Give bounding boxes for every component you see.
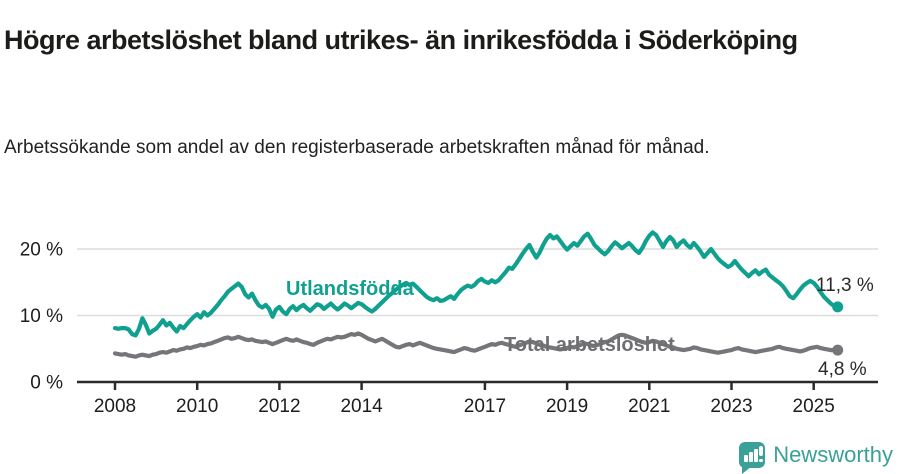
end-value-label-utlandsfodda: 11,3 % [816,275,874,296]
brand-name: Newsworthy [773,442,893,467]
bar-chart-exclamation-icon [739,442,766,474]
x-axis-tick-label: 2014 [340,396,383,417]
x-axis-tick-label: 2017 [464,396,506,417]
y-axis-tick-label: 0 % [30,373,63,394]
newsworthy-logo: Newsworthy [739,442,893,474]
x-axis-tick-label: 2023 [710,396,752,417]
x-axis-tick-label: 2010 [176,396,218,417]
series-label-total-arbetsloshet: Total arbetslöshet [504,334,675,356]
x-axis-tick-label: 2008 [94,396,136,417]
x-axis-tick-label: 2012 [258,396,300,417]
page-subtitle: Arbetssökande som andel av den registerb… [4,137,710,158]
y-axis-tick-label: 20 % [20,240,63,261]
page-title: Högre arbetslöshet bland utrikes- än inr… [4,25,798,56]
series-line-0 [112,230,840,338]
series-end-dot-1 [832,344,844,356]
end-value-label-total-arbetsloshet: 4,8 % [818,359,867,380]
series-label-utlandsfodda: Utlandsfödda [286,278,414,300]
y-axis-tick-label: 10 % [20,306,63,327]
series-end-dot-0 [832,301,844,313]
x-axis-tick-label: 2025 [793,396,835,417]
x-axis-tick-label: 2019 [546,396,588,417]
series-line-1 [112,331,840,359]
x-axis-tick-label: 2021 [628,396,670,417]
